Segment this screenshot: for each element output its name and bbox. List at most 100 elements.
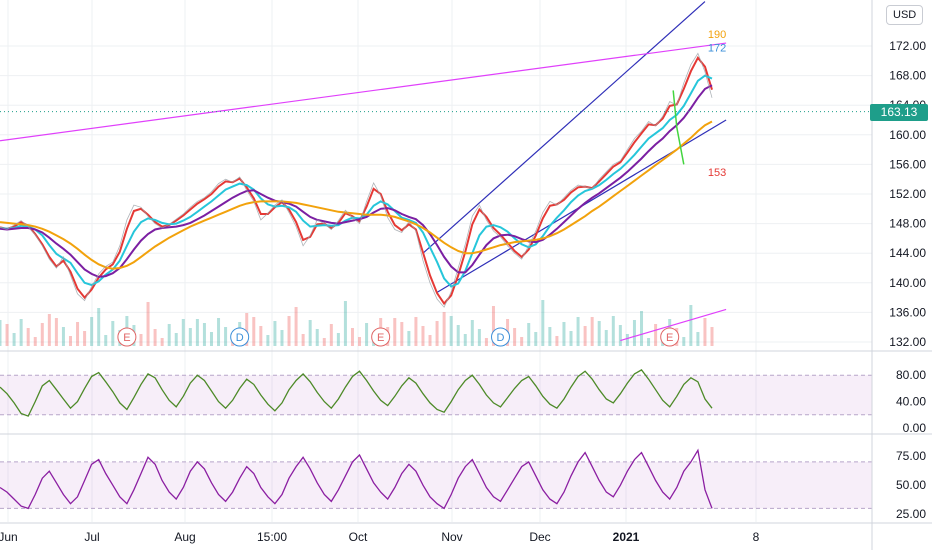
oscillator-2-panel bbox=[0, 448, 872, 510]
volume-bar bbox=[393, 318, 397, 346]
event-marker-label: E bbox=[666, 332, 673, 344]
volume-bar bbox=[710, 327, 714, 346]
volume-bar bbox=[40, 323, 44, 346]
volume-bar bbox=[562, 322, 566, 346]
price-line bbox=[0, 52, 713, 308]
oscillator-1-panel bbox=[0, 369, 872, 417]
projection-line bbox=[672, 90, 685, 165]
volume-bar bbox=[336, 333, 340, 346]
oscillator-2-tick-label: 50.00 bbox=[896, 478, 926, 492]
volume-bar bbox=[654, 324, 658, 346]
volume-bar bbox=[414, 317, 418, 346]
volume-bar bbox=[491, 306, 495, 346]
time-axis-label: Nov bbox=[441, 530, 462, 544]
volume-bar bbox=[12, 333, 16, 346]
volume-bar bbox=[625, 334, 629, 346]
volume-bar bbox=[90, 317, 94, 346]
volume-bar bbox=[442, 312, 446, 346]
event-marker bbox=[371, 327, 391, 347]
volume-bar bbox=[611, 316, 615, 346]
event-marker bbox=[491, 327, 511, 347]
event-marker-label: D bbox=[236, 332, 244, 344]
volume-bar bbox=[463, 334, 467, 346]
volume-bar bbox=[308, 320, 312, 346]
volume-bar bbox=[188, 328, 192, 346]
volume-bar bbox=[280, 330, 284, 346]
time-axis-label: 8 bbox=[753, 530, 760, 544]
time-axis-label: 2021 bbox=[613, 530, 640, 544]
volume-bar bbox=[252, 317, 256, 346]
volume-bars bbox=[0, 300, 714, 346]
volume-bar bbox=[576, 317, 580, 346]
volume-bar bbox=[202, 323, 206, 346]
volume-bar bbox=[209, 332, 213, 346]
oscillator-1-tick-label: 80.00 bbox=[896, 368, 926, 382]
volume-bar bbox=[26, 328, 30, 346]
volume-bar bbox=[703, 318, 707, 346]
event-marker bbox=[660, 327, 680, 347]
time-axis-label: 15:00 bbox=[257, 530, 287, 544]
annotation-label: 190 bbox=[708, 29, 726, 41]
volume-bar bbox=[301, 334, 305, 346]
volume-bar bbox=[541, 300, 545, 346]
volume-bar bbox=[83, 331, 87, 346]
volume-bar bbox=[343, 301, 347, 346]
event-marker-label: E bbox=[123, 332, 130, 344]
volume-bar bbox=[358, 337, 362, 346]
volume-bar bbox=[449, 316, 453, 346]
volume-bar bbox=[153, 329, 157, 346]
volume-bar bbox=[527, 323, 531, 346]
volume-bar bbox=[428, 335, 432, 346]
volume-bar bbox=[195, 319, 199, 346]
last-price-badge: 163.13 bbox=[870, 104, 928, 121]
grid bbox=[0, 0, 872, 522]
volume-bar bbox=[618, 325, 622, 346]
volume-bar bbox=[604, 330, 608, 346]
currency-button[interactable]: USD bbox=[886, 5, 924, 25]
volume-bar bbox=[470, 320, 474, 346]
volume-bar bbox=[0, 320, 2, 346]
price-tick-label: 132.00 bbox=[889, 335, 926, 349]
volume-bar bbox=[534, 332, 538, 346]
volume-bar bbox=[68, 336, 72, 346]
volume-bar bbox=[47, 314, 51, 346]
long-trendline-lower bbox=[620, 308, 727, 342]
price-tick-label: 156.00 bbox=[889, 157, 926, 171]
volume-bar bbox=[632, 320, 636, 346]
event-marker bbox=[230, 327, 250, 347]
moving-average-line bbox=[0, 74, 713, 288]
volume-bar bbox=[583, 326, 587, 346]
volume-bar bbox=[569, 331, 573, 346]
volume-bar bbox=[61, 327, 65, 346]
price-tick-label: 136.00 bbox=[889, 305, 926, 319]
volume-bar bbox=[104, 335, 108, 346]
volume-bar bbox=[513, 328, 517, 346]
volume-bar bbox=[273, 321, 277, 346]
volume-bar bbox=[19, 319, 23, 346]
volume-bar bbox=[322, 338, 326, 346]
volume-bar bbox=[555, 336, 559, 346]
time-axis-label: Aug bbox=[174, 530, 195, 544]
volume-bar bbox=[266, 335, 270, 346]
volume-bar bbox=[696, 332, 700, 346]
volume-bar bbox=[435, 321, 439, 346]
long-trendline-upper bbox=[0, 42, 727, 142]
volume-bar bbox=[597, 321, 601, 346]
volume-bar bbox=[287, 316, 291, 346]
volume-bar bbox=[689, 305, 693, 346]
time-axis-label: Jun bbox=[0, 530, 18, 544]
volume-bar bbox=[181, 319, 185, 346]
price-tick-label: 160.00 bbox=[889, 128, 926, 142]
oscillator-2-tick-label: 25.00 bbox=[896, 507, 926, 521]
oscillator-2-tick-label: 75.00 bbox=[896, 449, 926, 463]
oscillator-1-tick-label: 40.00 bbox=[896, 395, 926, 409]
volume-bar bbox=[400, 322, 404, 346]
volume-bar bbox=[160, 338, 164, 346]
time-axis-label: Dec bbox=[529, 530, 550, 544]
volume-bar bbox=[5, 324, 9, 346]
event-marker-label: E bbox=[377, 332, 384, 344]
time-axis-label: Jul bbox=[84, 530, 99, 544]
volume-bar bbox=[245, 313, 249, 346]
volume-bar bbox=[548, 327, 552, 346]
